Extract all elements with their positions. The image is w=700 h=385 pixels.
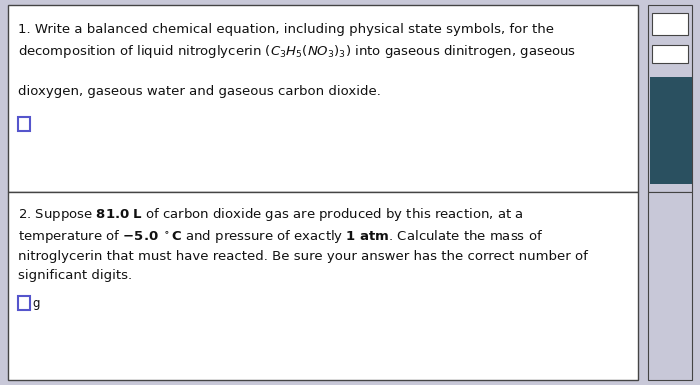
Bar: [648, 5, 692, 192]
Bar: [18, 296, 30, 310]
Text: 1. Write a balanced chemical equation, including physical state symbols, for the: 1. Write a balanced chemical equation, i…: [18, 23, 554, 36]
Bar: [652, 45, 688, 63]
Text: 2. Suppose $\mathbf{81.0\ L}$ of carbon dioxide gas are produced by this reactio: 2. Suppose $\mathbf{81.0\ L}$ of carbon …: [18, 206, 524, 223]
Bar: [18, 117, 30, 131]
Text: significant digits.: significant digits.: [18, 269, 132, 282]
Text: nitroglycerin that must have reacted. Be sure your answer has the correct number: nitroglycerin that must have reacted. Be…: [18, 250, 588, 263]
Bar: [650, 77, 692, 184]
Text: decomposition of liquid nitroglycerin $(C_3H_5(NO_3)_3)$ into gaseous dinitrogen: decomposition of liquid nitroglycerin $(…: [18, 43, 576, 60]
Bar: [8, 5, 638, 192]
Text: g: g: [32, 296, 39, 310]
Bar: [652, 13, 688, 35]
Text: dioxygen, gaseous water and gaseous carbon dioxide.: dioxygen, gaseous water and gaseous carb…: [18, 85, 381, 98]
Bar: [8, 192, 638, 380]
Text: temperature of $\mathbf{-5.0\ {^\circ}C}$ and pressure of exactly $\mathbf{1\ at: temperature of $\mathbf{-5.0\ {^\circ}C}…: [18, 228, 543, 245]
Bar: [648, 192, 692, 380]
